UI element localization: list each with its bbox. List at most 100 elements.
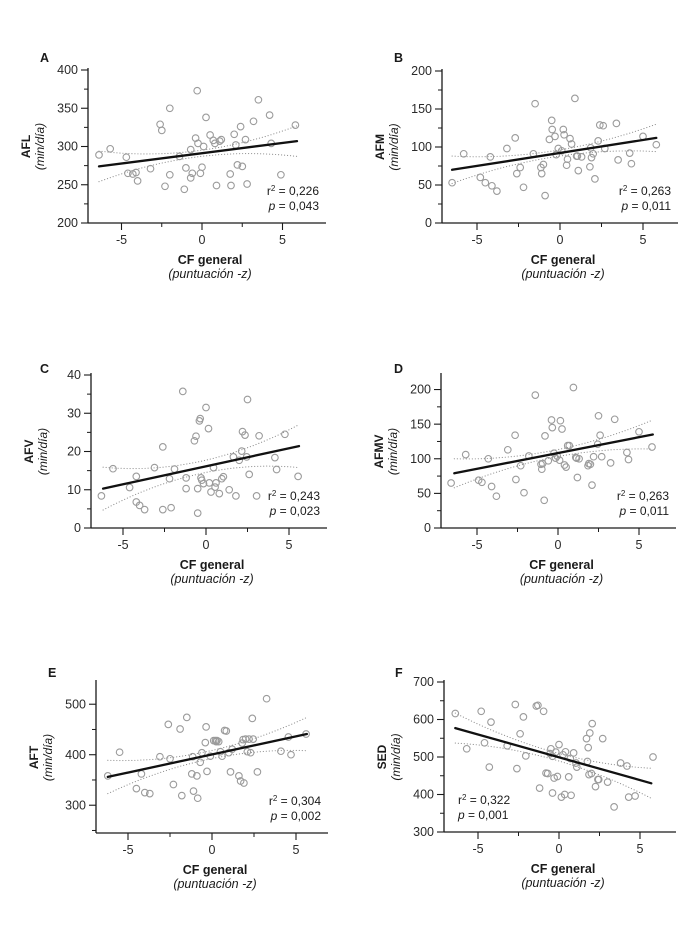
data-point (140, 505, 149, 514)
p-annotation: p = 0,002 (270, 809, 322, 823)
panel-f: -5 0 5 300 400 500 600 700 F SED (min/día) CF gener… (375, 666, 676, 890)
data-point (132, 472, 141, 481)
data-point (534, 701, 542, 710)
data-point (212, 737, 221, 746)
y-tick-label: 0 (425, 216, 432, 230)
data-point (213, 736, 221, 745)
x-tick-label: -5 (471, 538, 482, 552)
panel-c: -5 0 5 0 10 20 30 40 C AFV (min/día) CF general(pun… (22, 362, 327, 586)
data-point (606, 459, 615, 467)
y-axis-title: AFMV (372, 435, 386, 469)
data-point (186, 145, 195, 154)
data-point (202, 403, 210, 412)
data-point (567, 791, 575, 800)
data-point (255, 431, 263, 440)
r2-annotation: r2 = 0,243 (268, 489, 320, 503)
data-point (158, 505, 167, 514)
y-axis-unit: (min/día) (387, 123, 401, 170)
p-annotation: p = 0,023 (269, 504, 321, 518)
x-axis-unit: (puntuación -z) (173, 877, 256, 891)
y-axis-unit: (min/día) (36, 428, 50, 475)
data-point (165, 474, 174, 483)
data-point (199, 142, 208, 151)
data-point (612, 119, 621, 128)
data-point (182, 474, 190, 482)
data-point (493, 187, 501, 195)
data-point (202, 113, 210, 122)
data-point (189, 787, 198, 795)
data-point (627, 159, 636, 168)
x-axis-title: CF general (531, 862, 596, 876)
data-point (277, 170, 285, 179)
data-point (193, 794, 202, 803)
data-point (156, 752, 164, 761)
data-point (226, 170, 235, 178)
data-point (567, 140, 576, 148)
data-point (574, 166, 583, 175)
data-point (582, 734, 591, 743)
data-point (291, 121, 300, 129)
data-point (488, 181, 496, 190)
x-axis-title: CF general (529, 558, 594, 572)
data-point (177, 791, 186, 800)
data-point (95, 151, 103, 159)
data-point (194, 139, 202, 148)
data-point (537, 465, 546, 474)
data-point (248, 714, 257, 723)
data-point (531, 99, 539, 108)
data-point (145, 789, 154, 798)
data-point (573, 473, 582, 482)
ci-upper-line (98, 125, 298, 155)
x-tick-label: -5 (472, 842, 483, 856)
data-point (610, 415, 619, 424)
r2-annotation: r2 = 0,263 (619, 184, 671, 198)
ci-lower-line (107, 749, 308, 795)
data-point (560, 461, 569, 469)
data-point (135, 501, 144, 510)
y-tick-label: 200 (410, 383, 431, 397)
y-tick-label: 500 (65, 697, 86, 711)
y-tick-label: 150 (410, 417, 431, 431)
data-point (563, 155, 572, 164)
data-point (115, 748, 124, 757)
data-point (624, 455, 633, 464)
regression-line (450, 136, 658, 171)
data-point (596, 431, 604, 440)
data-point (521, 752, 530, 760)
data-point (519, 183, 528, 192)
y-axis-title: AFL (19, 135, 33, 158)
data-point (97, 492, 106, 500)
data-point (448, 178, 456, 187)
y-tick-label: 300 (57, 140, 78, 154)
data-point (211, 483, 219, 491)
regression-line (101, 444, 301, 490)
data-point (512, 169, 521, 178)
data-point (565, 441, 574, 450)
data-point (122, 153, 131, 162)
data-point (164, 720, 173, 729)
panel-label: E (48, 666, 56, 680)
y-tick-label: 600 (413, 713, 434, 727)
data-point (569, 383, 578, 392)
data-point (631, 792, 639, 800)
data-point (587, 153, 596, 162)
scatter-points (447, 383, 656, 505)
data-point (451, 709, 460, 718)
data-point (196, 169, 205, 178)
scatter-points (448, 94, 661, 200)
x-tick-label: 5 (286, 538, 293, 552)
data-point (594, 411, 603, 420)
panel-label: A (40, 51, 49, 65)
data-point (207, 488, 215, 496)
data-point (586, 460, 595, 469)
data-point (461, 450, 470, 459)
x-tick-label: 0 (209, 843, 216, 857)
data-point (555, 456, 564, 465)
regression-line (454, 726, 653, 785)
data-point (190, 436, 199, 445)
data-point (167, 503, 175, 512)
data-point (516, 729, 524, 738)
data-point (240, 779, 248, 787)
data-point (561, 747, 570, 756)
